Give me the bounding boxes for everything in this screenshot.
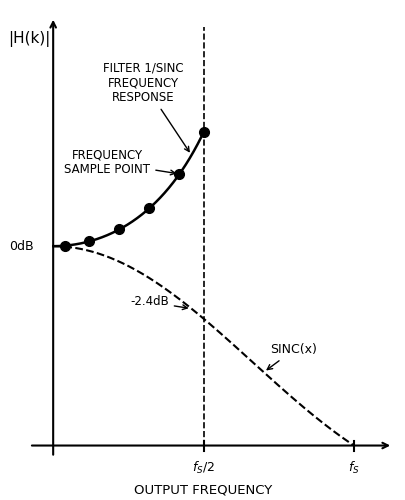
Text: FREQUENCY
SAMPLE POINT: FREQUENCY SAMPLE POINT — [64, 148, 175, 176]
Text: 0dB: 0dB — [9, 240, 34, 252]
Text: SINC(x): SINC(x) — [266, 344, 316, 369]
Text: $f_S/2$: $f_S/2$ — [192, 460, 214, 475]
Text: |H(k)|: |H(k)| — [8, 31, 50, 47]
Text: OUTPUT FREQUENCY: OUTPUT FREQUENCY — [134, 484, 272, 496]
Text: $f_S$: $f_S$ — [347, 460, 359, 475]
Text: -2.4dB: -2.4dB — [130, 296, 187, 310]
Text: FILTER 1/SINC
FREQUENCY
RESPONSE: FILTER 1/SINC FREQUENCY RESPONSE — [103, 61, 189, 152]
